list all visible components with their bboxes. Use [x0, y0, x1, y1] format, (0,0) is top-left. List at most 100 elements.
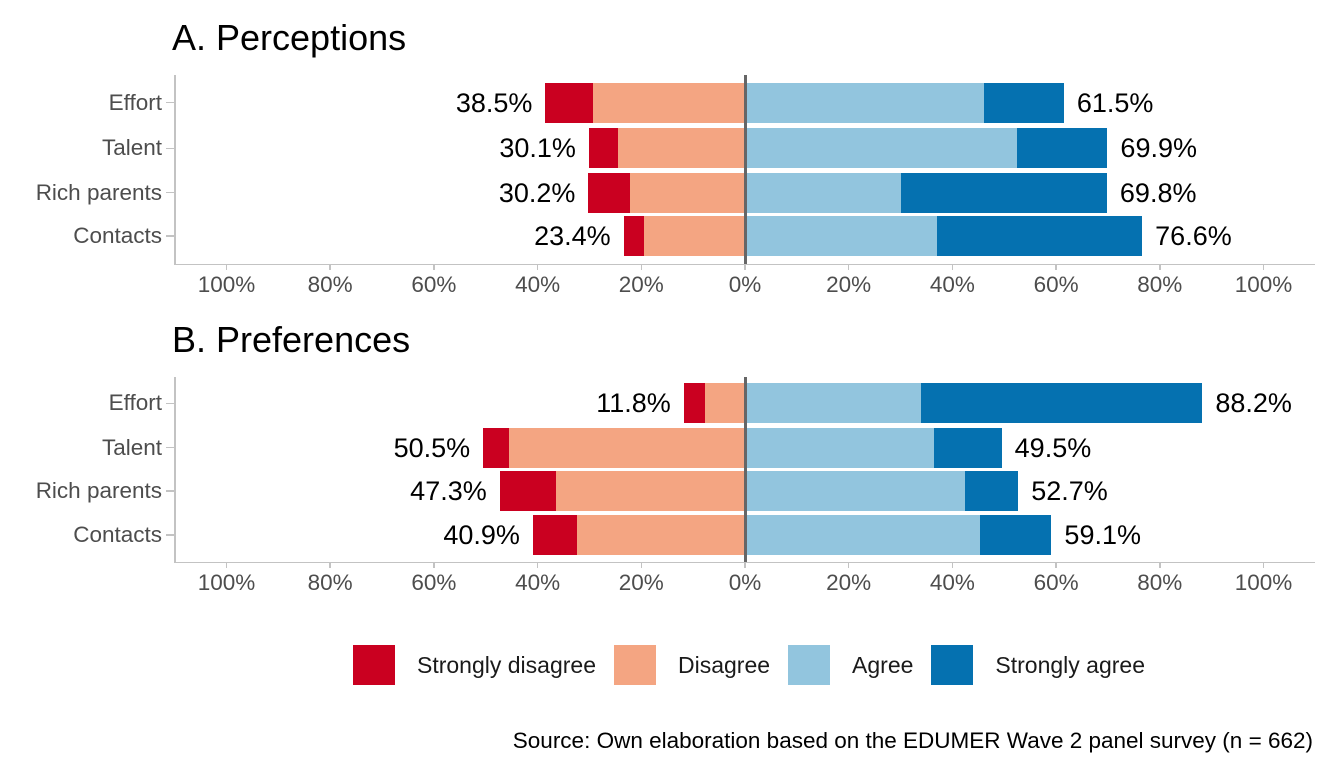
y-tick-mark [166, 147, 174, 150]
x-tick-label: 20% [618, 271, 664, 297]
zero-reference-line [743, 376, 747, 562]
bar-segment-strongly-disagree [532, 515, 577, 555]
x-tick-label: 40% [929, 569, 975, 595]
legend-label: Disagree [678, 652, 771, 678]
bar-segment-strongly-agree [920, 383, 1203, 424]
legend: Strongly disagree Disagree Agree Strongly a… [353, 645, 1145, 685]
category-label: Effort [108, 89, 162, 115]
x-tick-mark [847, 563, 850, 569]
panel-title: A. Perceptions [172, 17, 407, 58]
category-label: Effort [108, 390, 162, 416]
bar-segment-strongly-disagree [499, 471, 557, 511]
x-tick-mark [744, 265, 746, 271]
bar-segment-disagree [617, 128, 745, 169]
value-label-right: 76.6% [1155, 221, 1232, 251]
x-tick-mark [847, 265, 850, 271]
x-tick-label: 20% [826, 569, 872, 595]
zero-reference-line [743, 75, 747, 264]
x-tick-label: 60% [1033, 569, 1079, 595]
panel-title: B. Preferences [172, 319, 411, 360]
x-tick-mark [1055, 563, 1057, 569]
x-tick-mark [951, 563, 954, 569]
y-axis-line [174, 376, 176, 564]
x-tick-label: 100% [197, 271, 256, 297]
bar-segment-disagree [577, 515, 745, 555]
x-axis-line [174, 263, 1315, 266]
x-tick-mark [536, 265, 539, 271]
value-label-right: 52.7% [1031, 476, 1108, 506]
x-tick-label: 0% [728, 271, 762, 297]
x-tick-label: 80% [307, 569, 353, 595]
x-tick-mark [1055, 265, 1057, 271]
bar-segment-agree [745, 82, 984, 123]
value-label-left: 50.5% [393, 432, 471, 463]
value-label-right: 69.9% [1120, 133, 1197, 164]
value-label-right: 49.5% [1014, 432, 1092, 463]
legend-label: Strongly agree [995, 652, 1146, 678]
value-label-left: 38.5% [455, 87, 533, 118]
x-tick-label: 40% [515, 569, 561, 595]
bar-segment-strongly-disagree [588, 172, 631, 213]
bar-segment-agree [745, 128, 1017, 169]
category-label: Rich parents [35, 478, 162, 503]
x-tick-mark [1159, 265, 1161, 271]
x-tick-mark [1262, 265, 1265, 271]
bar-segment-strongly-agree [934, 427, 1002, 468]
x-tick-mark [329, 265, 331, 271]
bar-segment-disagree [644, 216, 745, 256]
bar-segment-strongly-agree [936, 216, 1143, 256]
value-label-right: 61.5% [1076, 87, 1154, 118]
category-label: Contacts [73, 223, 162, 248]
y-tick-mark [166, 101, 174, 104]
x-tick-label: 0% [728, 569, 762, 595]
bar-segment-disagree [704, 383, 745, 424]
y-tick-mark [166, 534, 174, 536]
bar-segment-strongly-disagree [683, 383, 705, 424]
legend-label: Strongly disagree [417, 652, 596, 678]
bar-segment-agree [745, 172, 901, 213]
x-tick-mark [951, 265, 954, 271]
y-tick-mark [166, 191, 174, 194]
bar-segment-agree [745, 383, 921, 424]
x-tick-label: 80% [1137, 271, 1183, 297]
x-tick-label: 60% [411, 569, 457, 595]
bar-segment-strongly-agree [900, 172, 1107, 213]
y-axis-line [174, 75, 176, 266]
bar-segment-disagree [556, 471, 745, 511]
x-tick-mark [536, 563, 539, 569]
x-tick-mark [329, 563, 331, 569]
bar-segment-disagree [593, 82, 745, 123]
x-tick-mark [1159, 563, 1161, 569]
x-tick-label: 60% [411, 271, 457, 297]
legend-swatch-strongly-agree [931, 645, 974, 685]
bar-segment-agree [745, 216, 937, 256]
category-label: Rich parents [35, 179, 162, 205]
value-label-right: 88.2% [1215, 388, 1292, 419]
legend-item-strongly-disagree: Strongly disagree [353, 645, 596, 685]
x-tick-mark [225, 265, 228, 271]
y-tick-mark [166, 402, 174, 405]
legend-swatch-agree [788, 645, 831, 685]
x-tick-label: 80% [1137, 569, 1183, 595]
x-tick-label: 40% [515, 271, 561, 297]
x-tick-label: 40% [929, 271, 975, 297]
bar-segment-strongly-agree [979, 515, 1052, 555]
value-label-left: 47.3% [410, 476, 487, 506]
value-label-right: 59.1% [1064, 520, 1141, 550]
value-label-right: 69.8% [1119, 177, 1197, 208]
x-tick-mark [1262, 563, 1265, 569]
x-tick-label: 60% [1033, 271, 1079, 297]
legend-label: Agree [852, 652, 914, 678]
y-tick-mark [166, 446, 174, 449]
value-label-left: 30.1% [499, 133, 576, 164]
bar-segment-disagree [509, 427, 745, 468]
x-tick-label: 100% [1234, 569, 1293, 595]
bar-segment-agree [745, 515, 980, 555]
x-tick-label: 80% [307, 271, 353, 297]
legend-swatch-disagree [614, 645, 656, 685]
y-tick-mark [166, 490, 174, 492]
x-tick-mark [433, 563, 435, 569]
x-axis-line [174, 561, 1315, 564]
value-label-left: 11.8% [596, 388, 671, 419]
